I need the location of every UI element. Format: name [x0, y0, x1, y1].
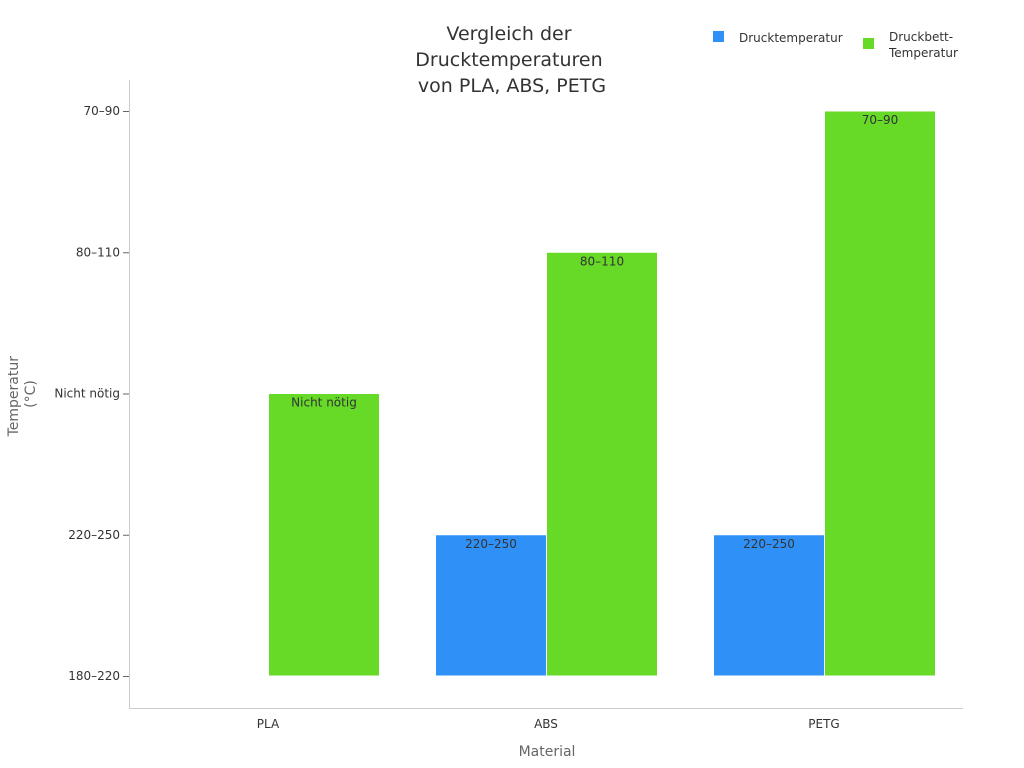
x-axis-ticks: PLA ABS PETG: [257, 717, 840, 731]
bar-abs-drucktemperatur[interactable]: [435, 534, 547, 677]
x-axis-label: Material: [519, 744, 576, 760]
legend-label-drucktemperatur[interactable]: Drucktemperatur: [739, 31, 843, 45]
legend-swatch-drucktemperatur[interactable]: [713, 31, 724, 42]
legend-swatch-druckbett-temperatur[interactable]: [863, 38, 874, 49]
data-label-pla-druckbett-temperatur: Nicht nötig: [291, 396, 357, 410]
y-axis-label-line: (°C): [23, 380, 39, 408]
legend-label-druckbett-temperatur[interactable]: Druckbett- Temperatur: [888, 30, 958, 60]
legend[interactable]: Drucktemperatur Druckbett- Temperatur: [713, 30, 958, 60]
chart-title-line: Drucktemperaturen: [415, 49, 602, 71]
x-tick-label-petg: PETG: [808, 717, 839, 731]
y-tick-label-nicht-nötig: Nicht nötig: [54, 387, 120, 401]
data-label-abs-druckbett-temperatur: 80–110: [580, 254, 624, 268]
legend-label-line: Temperatur: [888, 46, 958, 60]
chart-title-line: von PLA, ABS, PETG: [418, 75, 606, 97]
y-axis-label: Temperatur (°C): [6, 352, 39, 438]
y-axis-label-line: Temperatur: [6, 356, 22, 438]
y-tick-label-220-250: 220–250: [68, 528, 120, 542]
bar-data-labels: Nicht nötig 220–250 80–110 220–250 70–90: [291, 113, 898, 551]
data-label-petg-drucktemperatur: 220–250: [743, 537, 795, 551]
chart-title: Vergleich der Drucktemperaturen von PLA,…: [415, 23, 608, 97]
x-tick-label-pla: PLA: [257, 717, 280, 731]
y-axis-ticks: 180–220 220–250 Nicht nötig 80–110 70–90: [54, 104, 129, 683]
x-tick-label-abs: ABS: [534, 717, 558, 731]
bars: [268, 110, 936, 677]
legend-label-line: Druckbett-: [889, 30, 953, 44]
data-label-petg-druckbett-temperatur: 70–90: [862, 113, 899, 127]
y-tick-label-180-220: 180–220: [68, 669, 120, 683]
y-tick-label-80-110: 80–110: [76, 245, 120, 259]
bar-pla-druckbett-temperatur[interactable]: [268, 393, 380, 677]
bar-petg-drucktemperatur[interactable]: [713, 534, 825, 677]
chart-title-line: Vergleich der: [446, 23, 571, 45]
data-label-abs-drucktemperatur: 220–250: [465, 537, 517, 551]
bar-petg-druckbett-temperatur[interactable]: [824, 110, 936, 677]
y-tick-label-70-90: 70–90: [83, 104, 120, 118]
bar-abs-druckbett-temperatur[interactable]: [546, 251, 658, 677]
